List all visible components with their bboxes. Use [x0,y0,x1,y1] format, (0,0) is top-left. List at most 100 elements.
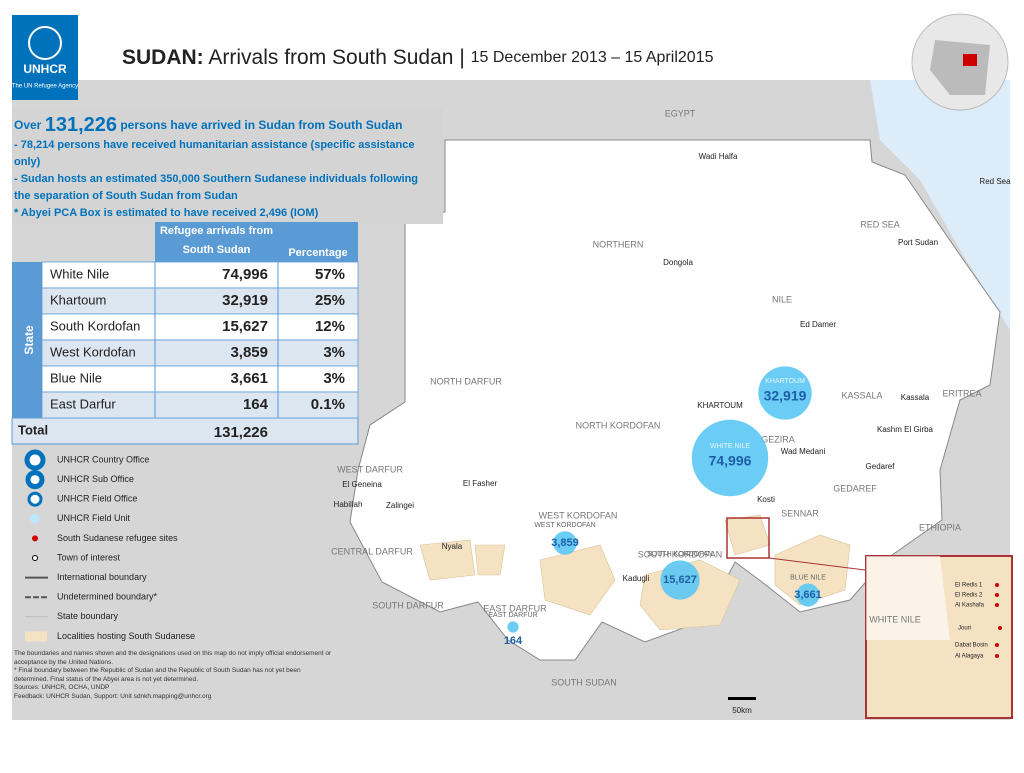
region-label: NORTHERN [593,239,644,249]
title-main: Arrivals from South Sudan [208,46,453,69]
row-bg [41,339,359,367]
region-label: NILE [772,294,792,304]
refugee-site [995,583,999,587]
bubble-value: 32,919 [764,388,807,404]
refugee-site [995,603,999,607]
bubble-name: WEST KORDOFAN [534,522,595,529]
arrivals: 164 [243,396,269,413]
title-sep: | [459,46,464,69]
bubble-value: 3,859 [551,537,579,549]
region-label: KASSALA [841,390,882,400]
percentage: 0.1% [311,396,345,413]
town-label: KHARTOUM [697,401,743,410]
col-head: Refugee arrivals from South Sudan [160,225,273,256]
town-label: Kashm El Girba [877,425,934,434]
summary-bg [12,108,443,224]
bubble [758,366,812,420]
map-labels: EGYPT Wadi Halfa NORTHERN Dongola RED SEA Por… [331,108,1011,715]
inset-label: Al Kashafa [955,603,985,609]
col-head-bg [155,222,278,262]
legend-label: UNHCR Country Office [57,454,149,464]
inset-label: Dabat Bosin [955,643,988,649]
legend-icon [25,470,45,490]
legend-icon [30,513,40,524]
summary-total: 131,226 [45,114,117,136]
bubble-value: 74,996 [709,453,752,469]
region-label: WEST KORDOFAN [539,510,618,520]
col-head-bg [278,222,358,262]
logo-sub: The UN Refugee Agency [12,84,78,90]
bubble-name: BLUE NILE [790,574,826,581]
town-label: Zalingei [386,501,414,510]
arrivals: 32,919 [222,292,268,309]
title-bold: SUDAN: [122,46,204,69]
globe-sudan [963,54,977,66]
bubble [553,531,577,555]
percentage: 3% [323,370,345,387]
inset-label: El Redis 1 [955,583,983,589]
total-bg [11,417,359,445]
summary-lead: Over 131,226 persons have arrived in Sud… [14,114,402,136]
bubble [691,419,769,497]
legend-icon [32,555,38,561]
inset-label: WHITE NILE [869,614,921,624]
logo-name: UNHCR [23,62,67,76]
state-name: East Darfur [50,396,116,411]
arrivals: 15,627 [222,318,268,335]
state-name: West Kordofan [50,344,136,359]
region-label: EAST DARFUR [483,603,547,613]
town-label: El Geneina [342,480,382,489]
legend-label: Localities hosting South Sudanese [57,631,195,641]
globe-africa [930,40,990,95]
percentage: 25% [315,292,345,309]
refugee-site [995,654,999,658]
inset-marker [726,517,770,559]
inset-link [768,557,866,571]
legend-label: Town of interest [57,552,121,562]
town-label: Kosti [757,495,775,504]
legend-label: UNHCR Field Unit [57,513,131,523]
region-label: SOUTH DARFUR [372,600,444,610]
refugee-site [998,626,1002,630]
table: Refugee arrivals from South Sudan Percen… [11,222,359,445]
region-label: GEZIRA [761,434,795,444]
state-name: South Kordofan [50,318,140,333]
legend-label: UNHCR Sub Office [57,474,134,484]
legend: UNHCR Country Office UNHCR Sub Office UNHC… [24,449,195,642]
region-label: ERITREA [942,388,981,398]
legend-label: Undetermined boundary* [57,592,158,602]
footnote-line: Sources: UNHCR, OCHA, UNDP [14,684,110,691]
title: SUDAN: Arrivals from South Sudan | 15 De… [122,46,714,69]
region-label: RED SEA [860,219,900,229]
bubble [660,560,700,600]
legend-label: International boundary [57,572,147,582]
town-label: Kassala [901,393,930,402]
group-label: State [22,325,36,355]
logo-icon [28,26,62,60]
bubble-name: EAST DARFUR [488,612,537,619]
legend-label: UNHCR Field Office [57,494,137,504]
bubble [507,621,519,633]
town-label: Port Sudan [898,238,938,247]
town-label: Ed Damer [800,320,836,329]
row-bg [41,261,359,289]
sea [870,80,1010,330]
region-label: CENTRAL DARFUR [331,546,413,556]
percentage: 12% [315,318,345,335]
inset-area [866,556,950,640]
town-label: Nyala [442,542,463,551]
summary-notes: - 78,214 persons have received humanitar… [14,139,418,219]
town-label: Dongola [663,258,693,267]
region-label: SOUTH SUDAN [551,677,617,687]
region-label: NORTH DARFUR [430,376,502,386]
region-label: EGYPT [665,108,696,118]
group-bg [12,262,42,418]
row-bg [41,391,359,419]
total-label: Total [18,422,48,437]
town-label: El Fasher [463,479,498,488]
legend-icon [32,535,38,542]
row-bg [41,287,359,315]
footnote-line: Feedback: UNHCR Sudan, Support: Unit sdn… [14,692,212,700]
scale-bar [728,697,756,700]
